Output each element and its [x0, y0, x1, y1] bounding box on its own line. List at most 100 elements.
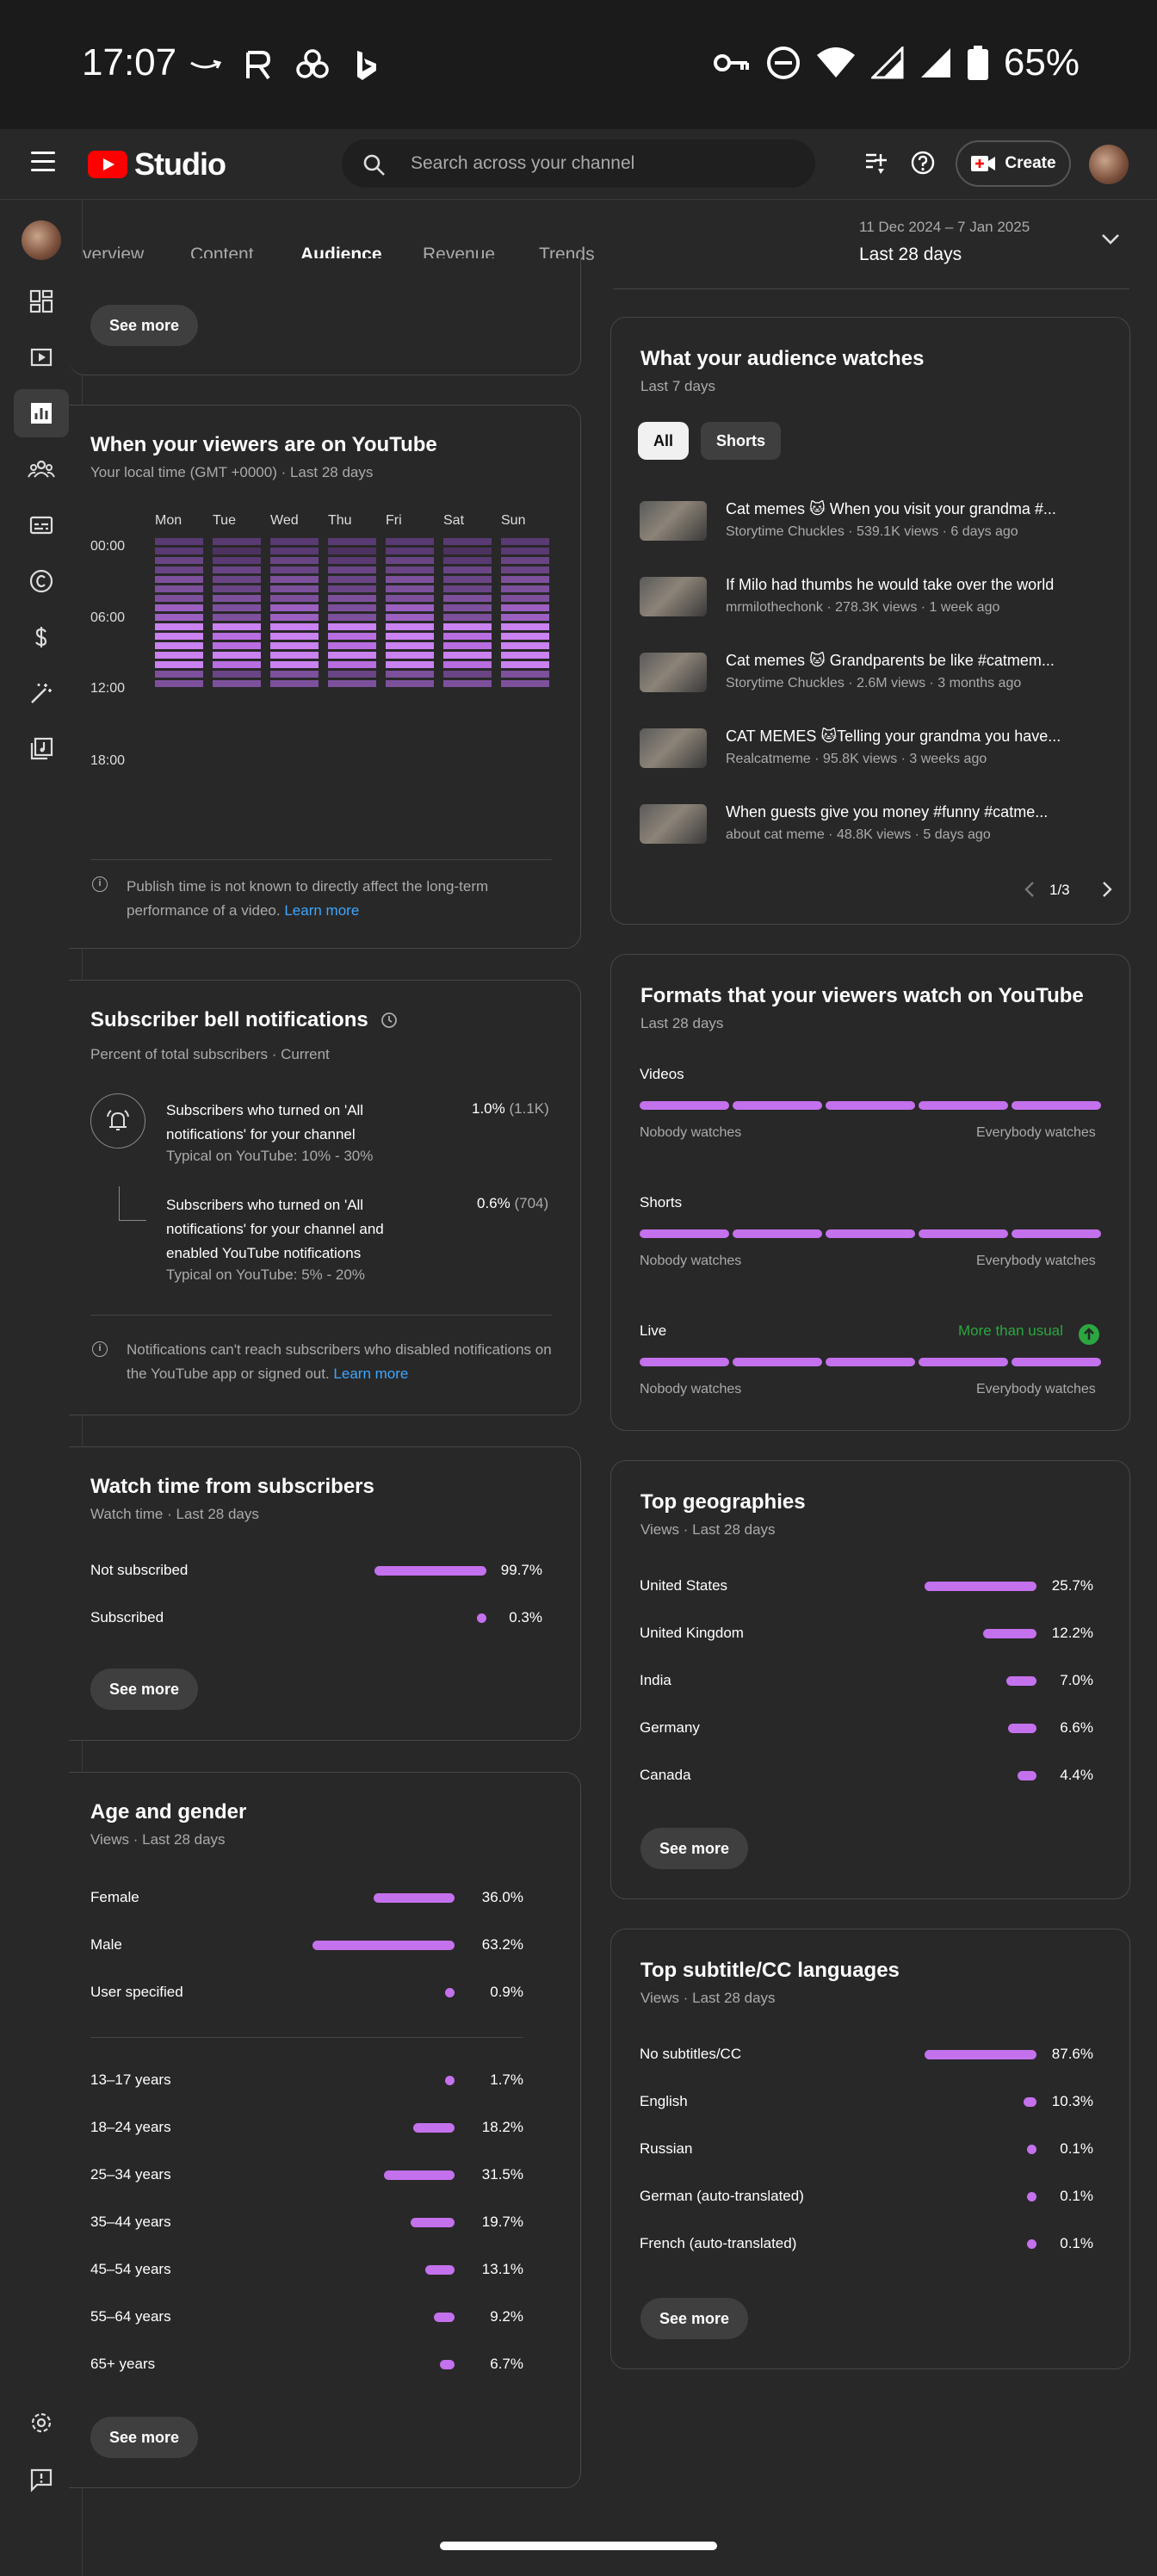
nav-content[interactable]	[14, 333, 69, 381]
heatmap-cell	[386, 595, 434, 602]
heatmap-cell	[386, 604, 434, 611]
vpn-key-icon	[713, 54, 749, 71]
see-more-button[interactable]: See more	[640, 1828, 749, 1869]
signal-icon	[870, 46, 904, 79]
row-label: Female	[90, 1889, 139, 1905]
video-thumbnail[interactable]	[640, 501, 707, 541]
heatmap-hour-label: 12:00	[90, 681, 126, 696]
percent-bar	[424, 2265, 455, 2275]
heatmap-cell	[328, 576, 376, 583]
heatmap-cell	[328, 652, 376, 659]
divider	[90, 1315, 552, 1316]
subtitle-languages-card: Top subtitle/CC languages Views · Last 2…	[610, 1929, 1130, 2369]
search-bar[interactable]	[342, 139, 815, 188]
see-more-button[interactable]: See more	[90, 305, 199, 346]
channel-avatar[interactable]	[22, 220, 61, 260]
see-more-button[interactable]: See more	[90, 2417, 199, 2458]
learn-more-link[interactable]: Learn more	[284, 902, 360, 919]
heatmap-cell	[443, 642, 492, 649]
filter-shorts-chip[interactable]: Shorts	[701, 422, 782, 460]
when-viewers-card: When your viewers are on YouTube Your lo…	[69, 405, 581, 949]
heatmap-cell	[213, 576, 261, 583]
tree-connector	[119, 1186, 146, 1221]
heatmap-cell	[386, 623, 434, 630]
heatmap-cell	[328, 680, 376, 687]
card-subtitle: Last 28 days	[640, 1015, 724, 1031]
search-input[interactable]	[409, 148, 788, 179]
chevron-left-icon[interactable]	[1024, 880, 1036, 899]
heatmap-cell	[270, 576, 319, 583]
nav-copyright[interactable]	[14, 557, 69, 605]
heatmap-cell	[270, 661, 319, 668]
heatmap-cell	[270, 671, 319, 678]
youtube-studio-logo[interactable]: Studio	[88, 146, 226, 183]
heatmap-cell	[213, 623, 261, 630]
amazon-icon	[190, 59, 222, 69]
help-icon[interactable]	[910, 150, 936, 176]
bell-icon-circle	[90, 1093, 145, 1149]
divider	[90, 2037, 523, 2038]
video-title[interactable]: CAT MEMES 🐱Telling your grandma you have…	[726, 728, 1061, 745]
percent-bar	[383, 2170, 455, 2180]
heatmap-cell	[155, 557, 203, 564]
nav-subtitles[interactable]	[14, 501, 69, 549]
bell-row-2-value: 0.6% (704)	[477, 1195, 549, 1211]
card-subtitle: Percent of total subscribers · Current	[90, 1046, 330, 1062]
heatmap-cell	[213, 671, 261, 678]
format-label: Live	[640, 1322, 667, 1339]
heatmap-cell	[270, 585, 319, 592]
menu-icon[interactable]	[31, 152, 55, 172]
gesture-home-bar[interactable]	[440, 2542, 717, 2550]
heatmap-cell	[328, 642, 376, 649]
heatmap-cell	[213, 614, 261, 621]
format-level-bar	[640, 1101, 1101, 1110]
video-title[interactable]: When guests give you money #funny #catme…	[726, 803, 1049, 820]
nav-send-feedback[interactable]	[14, 2455, 69, 2504]
heatmap-cell	[270, 567, 319, 573]
feedback-list-icon[interactable]	[863, 150, 889, 176]
create-button[interactable]: Create	[956, 140, 1071, 187]
row-value: 1.7%	[490, 2071, 523, 2088]
video-meta: about cat meme · 48.8K views · 5 days ag…	[726, 827, 991, 842]
heatmap-cell	[328, 567, 376, 573]
see-more-button[interactable]: See more	[640, 2298, 749, 2339]
heatmap-cell	[501, 671, 549, 678]
nav-earn[interactable]	[14, 613, 69, 661]
nav-analytics[interactable]	[14, 389, 69, 437]
bing-icon	[357, 51, 376, 80]
heatmap-cell	[155, 633, 203, 640]
video-thumbnail[interactable]	[640, 577, 707, 616]
heatmap-cell	[213, 642, 261, 649]
learn-more-link[interactable]: Learn more	[333, 1365, 409, 1382]
date-range-picker[interactable]: 11 Dec 2024 – 7 Jan 2025 Last 28 days	[859, 219, 1030, 265]
video-thumbnail[interactable]	[640, 728, 707, 768]
percent-bar	[410, 2218, 455, 2227]
video-thumbnail[interactable]	[640, 804, 707, 844]
nav-audio-library[interactable]	[14, 725, 69, 773]
see-more-button[interactable]: See more	[90, 1669, 199, 1710]
filter-all-chip[interactable]: All	[638, 422, 690, 460]
nav-settings[interactable]	[14, 2399, 69, 2447]
nav-community[interactable]	[14, 445, 69, 493]
chevron-down-icon[interactable]	[1100, 232, 1121, 246]
nav-dashboard[interactable]	[14, 277, 69, 325]
history-icon[interactable]	[381, 1012, 398, 1029]
card-title: Top geographies	[640, 1490, 806, 1514]
chevron-right-icon[interactable]	[1101, 880, 1113, 899]
card-subtitle: Last 7 days	[640, 378, 715, 394]
card-title: Subscriber bell notifications	[90, 1008, 368, 1031]
heatmap-cell	[213, 567, 261, 573]
heatmap-cell	[155, 576, 203, 583]
video-title[interactable]: Cat memes 🐱 Grandparents be like #catmem…	[726, 652, 1055, 669]
video-title[interactable]: If Milo had thumbs he would take over th…	[726, 576, 1055, 593]
video-thumbnail[interactable]	[640, 653, 707, 692]
heatmap-cell	[501, 585, 549, 592]
heatmap-cell	[270, 548, 319, 554]
account-avatar[interactable]	[1089, 145, 1129, 184]
brand-label: Studio	[134, 146, 226, 182]
video-title[interactable]: Cat memes 🐱 When you visit your grandma …	[726, 500, 1056, 517]
heatmap-cell	[386, 642, 434, 649]
heatmap-cell	[155, 604, 203, 611]
heatmap-cell	[270, 614, 319, 621]
nav-customisation[interactable]	[14, 669, 69, 717]
